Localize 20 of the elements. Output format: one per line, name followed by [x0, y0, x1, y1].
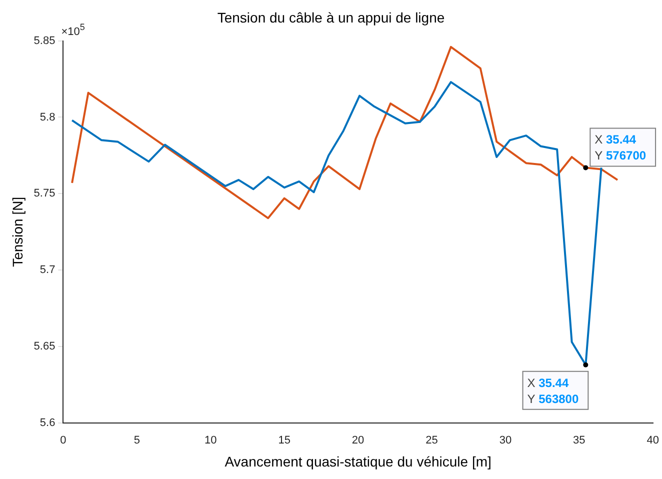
y-tick-label: 5.65 — [34, 340, 56, 353]
x-tick-label: 35 — [573, 434, 586, 447]
y-tick-label: 5.75 — [34, 188, 56, 200]
annotation: X 35.44 Y 563800 — [527, 376, 579, 406]
x-tick-label: 0 — [60, 434, 66, 447]
x-tick-label: 5 — [134, 434, 140, 447]
y-tick-label: 5.8 — [40, 111, 56, 124]
x-tick-label: 25 — [426, 434, 438, 447]
annotation: X 35.44 Y 576700 — [594, 132, 646, 163]
chart-title: Tension du câble à un appui de ligne — [217, 9, 445, 26]
y-axis-title: Tension [N] — [9, 196, 26, 267]
y-tick-label: 5.7 — [40, 264, 56, 276]
y-tick-label: 5.85 — [34, 34, 56, 47]
x-tick-label: 10 — [204, 434, 217, 447]
y-tick-label: 5.6 — [40, 417, 56, 430]
x-tick-label: 40 — [646, 434, 660, 447]
x-axis-title: Avancement quasi-statique du véhicule [m] — [224, 453, 492, 470]
x-tick-label: 15 — [278, 434, 290, 447]
x-tick-label: 30 — [499, 434, 512, 447]
x-tick-label: 20 — [352, 434, 364, 447]
